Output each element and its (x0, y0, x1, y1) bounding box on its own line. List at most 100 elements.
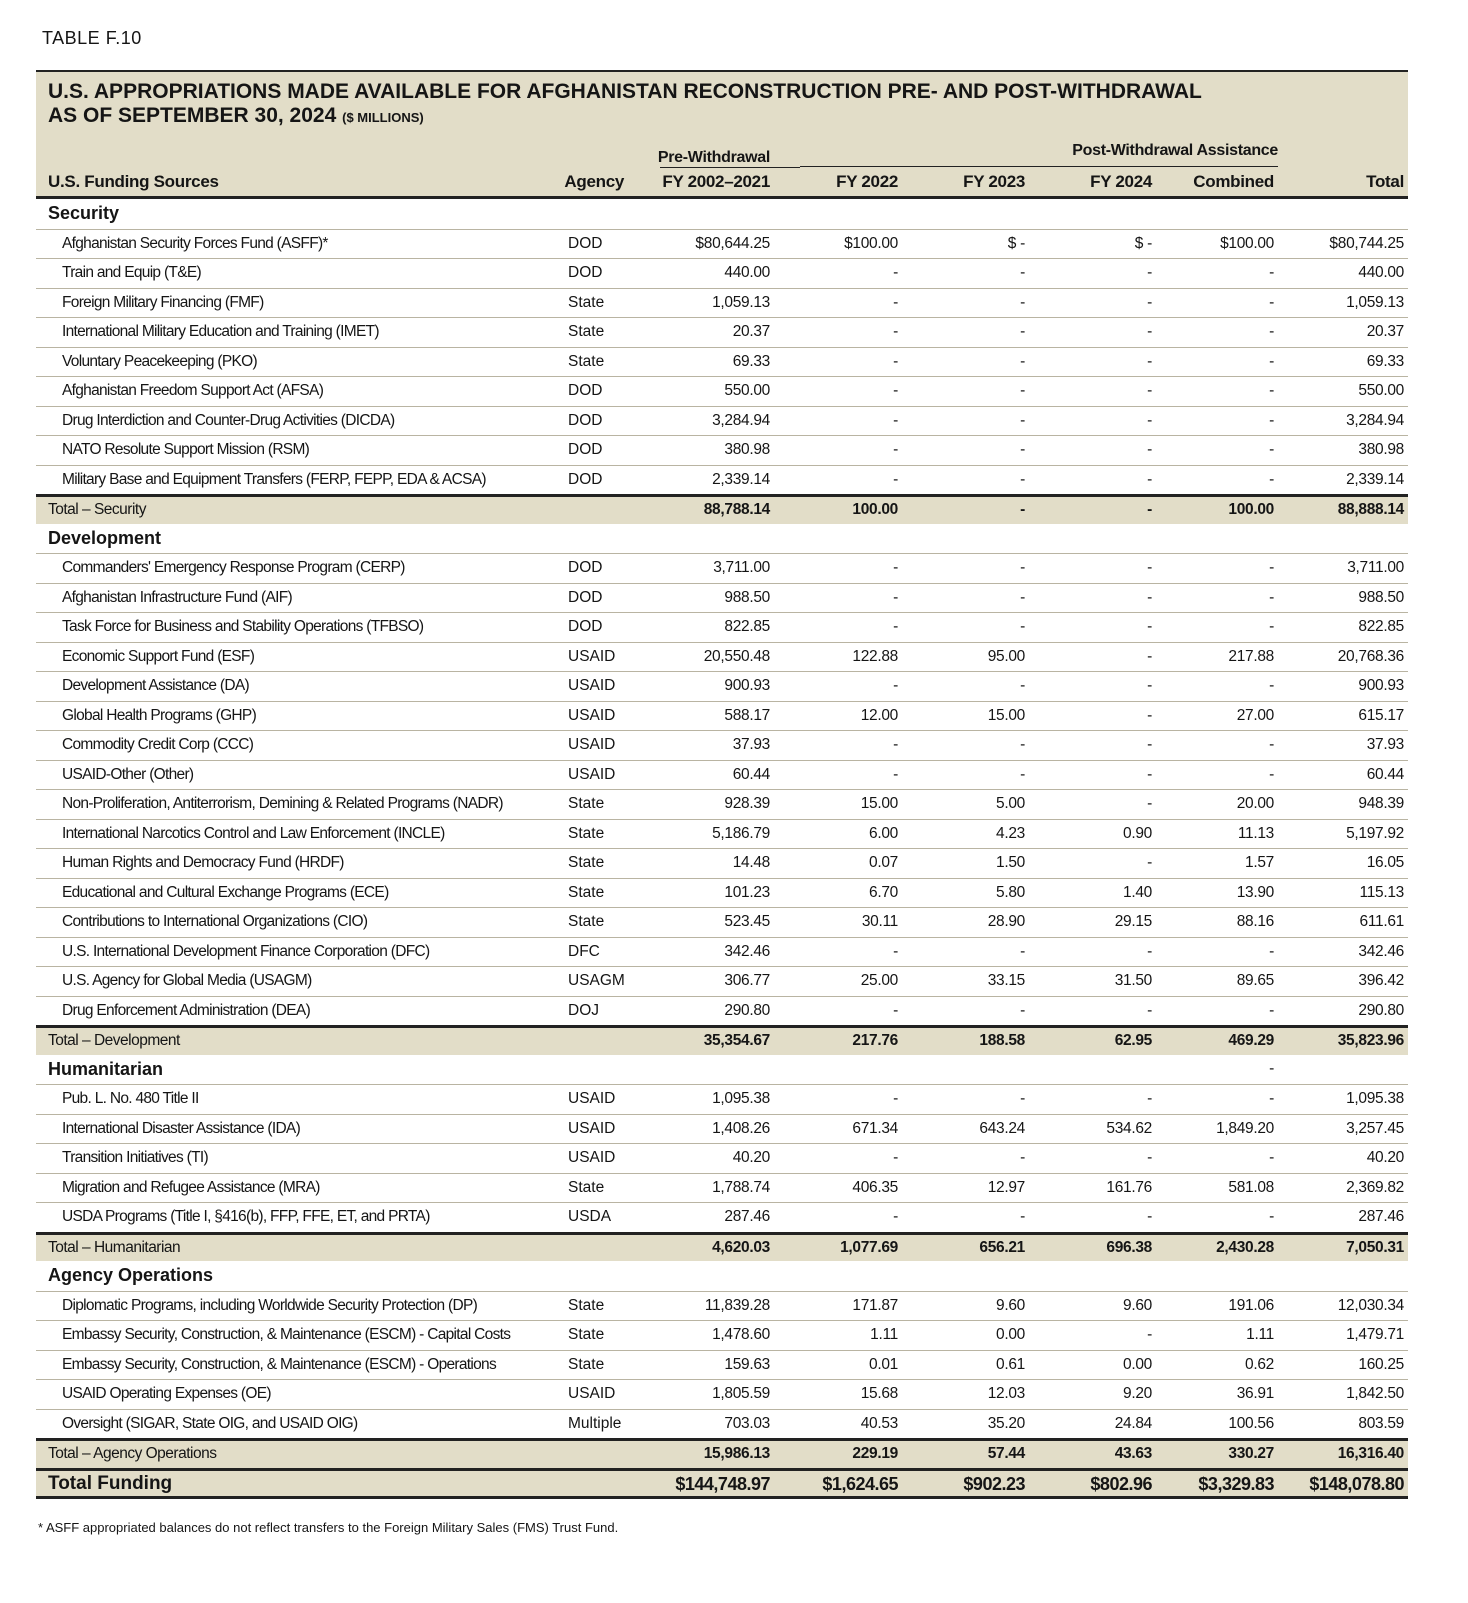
source-name: Military Base and Equipment Transfers (F… (62, 470, 487, 488)
column-header: FY 2024 (1090, 172, 1152, 191)
row-rule (36, 1084, 1408, 1085)
amount: - (1269, 942, 1274, 960)
total-amount: 88,788.14 (703, 501, 771, 518)
amount: 20.37 (1366, 323, 1405, 340)
amount: 60.44 (1366, 765, 1405, 783)
amount: 534.62 (1106, 1119, 1152, 1137)
row-rule (36, 1143, 1408, 1144)
amount: 0.01 (869, 1355, 898, 1373)
amount: - (893, 736, 898, 753)
amount: - (1269, 559, 1274, 576)
total-amount: 4,620.03 (712, 1238, 770, 1256)
agency: USAID (568, 1149, 616, 1166)
amount: 287.46 (1358, 1208, 1404, 1225)
source-name: Commanders' Emergency Response Program (… (62, 559, 405, 576)
amount: - (1147, 323, 1152, 340)
amount: 1,059.13 (712, 293, 770, 311)
total-amount: 330.27 (1228, 1445, 1274, 1462)
title: U.S. APPROPRIATIONS MADE AVAILABLE FOR A… (48, 80, 1202, 103)
amount: 101.23 (724, 883, 770, 901)
amount: 1,805.59 (712, 1385, 770, 1402)
agency: DFC (568, 942, 600, 960)
amount: 1,095.38 (1346, 1090, 1404, 1107)
source-name: Foreign Military Financing (FMF) (62, 293, 264, 311)
source-name: Diplomatic Programs, including Worldwide… (62, 1296, 478, 1314)
total-amount: 57.44 (987, 1445, 1026, 1462)
section-heading: Agency Operations (48, 1265, 214, 1285)
amount: - (1020, 411, 1025, 429)
amount: 1.40 (1123, 883, 1152, 901)
total-amount: 43.63 (1114, 1445, 1153, 1462)
amount: 20.00 (1236, 795, 1275, 812)
amount: 11,839.28 (704, 1296, 770, 1314)
amount: 1,479.71 (1346, 1326, 1404, 1343)
row-rule (36, 907, 1408, 908)
amount: 5.00 (996, 795, 1025, 812)
amount: $ - (1007, 234, 1026, 252)
agency: DOD (568, 470, 603, 488)
amount: 36.91 (1236, 1385, 1275, 1402)
total-amount: 16,316.40 (1337, 1445, 1405, 1462)
section-heading: Humanitarian (48, 1058, 164, 1079)
row-rule (36, 730, 1408, 731)
amount: - (1147, 1326, 1152, 1343)
row-rule (36, 287, 1408, 289)
amount: - (1147, 736, 1152, 753)
amount: 0.90 (1123, 824, 1152, 842)
row-rule (36, 1202, 1408, 1203)
amount: 2,339.14 (712, 470, 770, 488)
amount: 12.97 (987, 1178, 1026, 1196)
source-name: Oversight (SIGAR, State OIG, and USAID O… (62, 1414, 358, 1432)
amount: 0.07 (869, 854, 898, 871)
amount: 2,369.82 (1346, 1178, 1404, 1196)
amount: 12.03 (987, 1385, 1026, 1402)
column-header: FY 2022 (836, 172, 898, 191)
source-name: Educational and Cultural Exchange Progra… (62, 883, 389, 901)
amount: 0.62 (1245, 1355, 1274, 1373)
amount: 160.25 (1358, 1355, 1404, 1373)
amount: 3,711.00 (713, 559, 770, 576)
source-name: USDA Programs (Title I, §416(b), FFP, FF… (62, 1208, 430, 1225)
amount: 1,408.26 (712, 1119, 770, 1137)
amount: 1,788.74 (712, 1178, 770, 1196)
agency: USAID (568, 706, 616, 724)
amount: 40.20 (1366, 1149, 1405, 1166)
total-band (36, 1231, 1408, 1261)
amount: - (893, 323, 898, 340)
amount: 88.16 (1236, 913, 1275, 930)
amount: 822.85 (724, 618, 770, 635)
row-rule (36, 1349, 1408, 1351)
source-name: Task Force for Business and Stability Op… (62, 618, 424, 635)
total-amount: 696.38 (1106, 1238, 1152, 1256)
amount: - (1020, 352, 1025, 370)
source-name: U.S. Agency for Global Media (USAGM) (62, 972, 312, 989)
agency: USAID (568, 647, 616, 665)
amount: 406.35 (852, 1178, 898, 1196)
amount: 3,284.94 (712, 411, 770, 429)
amount: - (1147, 1090, 1152, 1107)
total-amount: 2,430.28 (1216, 1238, 1274, 1256)
source-name: U.S. International Development Finance C… (62, 942, 430, 960)
amount: 3,257.45 (1346, 1119, 1404, 1137)
grand-total-amount: $1,624.65 (822, 1473, 898, 1494)
section-heading: Development (48, 527, 162, 548)
amount: - (893, 765, 898, 783)
amount: 9.60 (996, 1296, 1025, 1314)
amount: - (1147, 470, 1152, 488)
amount: 171.87 (852, 1296, 898, 1314)
row-rule (36, 966, 1408, 967)
amount: - (1269, 736, 1274, 753)
agency: State (568, 323, 605, 340)
row-rule (36, 435, 1408, 436)
source-name: Non-Proliferation, Antiterrorism, Demini… (62, 795, 504, 812)
amount: - (1020, 1149, 1025, 1166)
amount: 9.20 (1123, 1385, 1152, 1402)
agency: State (568, 824, 605, 842)
amount: 20.37 (732, 323, 771, 340)
amount: - (1147, 795, 1152, 812)
amount: - (893, 1208, 898, 1225)
amount: 1,095.38 (712, 1090, 770, 1107)
amount: 1,842.50 (1346, 1385, 1404, 1402)
row-rule (36, 789, 1408, 790)
grand-total-label: Total Funding (48, 1472, 173, 1494)
